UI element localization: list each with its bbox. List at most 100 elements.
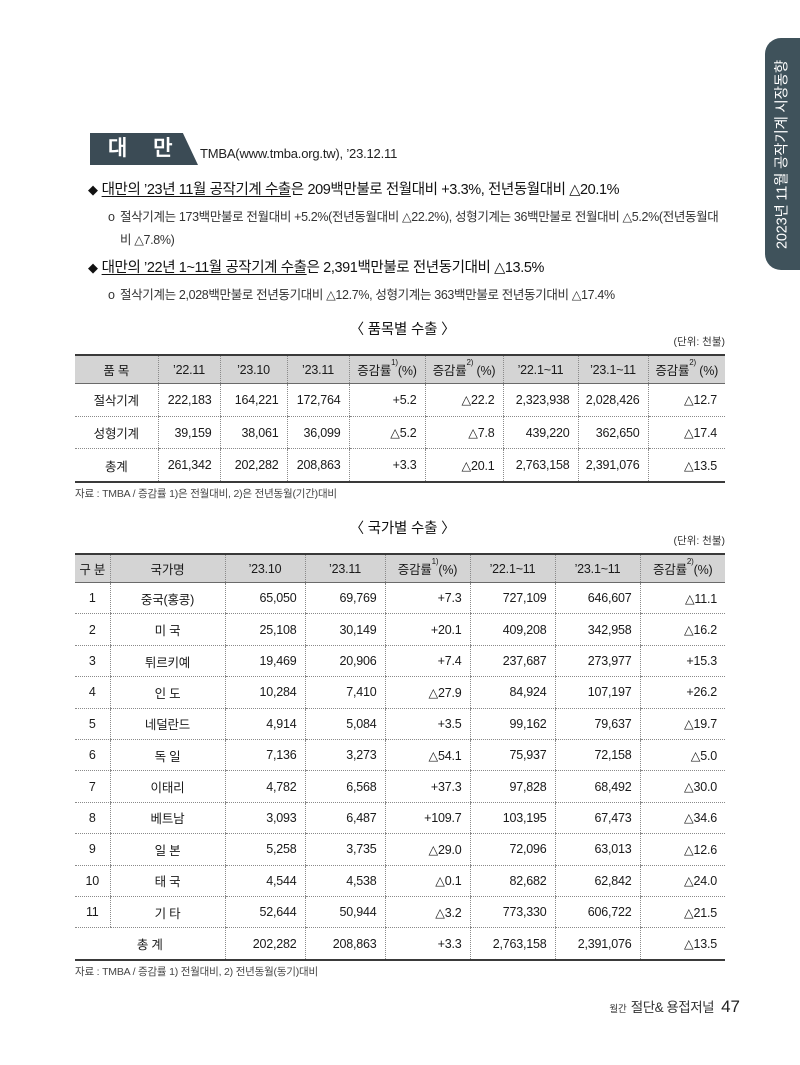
row-number: 3: [75, 645, 110, 678]
value-2022-ytd: 727,109: [469, 582, 555, 615]
value-2023-11: 7,410: [304, 676, 385, 709]
table-row: 11 기 타 52,644 50,944 △3.2 773,330 606,722 △21.5: [75, 896, 725, 929]
product-export-table: 품 목 ’22.11’23.10’23.11 증감률1)(%) 증감률2) (%) ’2…: [75, 354, 725, 484]
table-row: 총계 261,342 202,282 208,863 +3.3 △20.1 2,763,15…: [75, 448, 725, 483]
value-2022-ytd: 409,208: [469, 613, 555, 646]
footnote-marker: 2): [466, 358, 474, 367]
summary-bullet-text: 은 2,391백만불로 전년동기대비 △13.5%: [306, 260, 545, 276]
column-header-unit: (%): [438, 563, 458, 578]
value-2022-ytd: 2,323,938: [502, 383, 578, 417]
footnote-marker: 2): [686, 557, 694, 567]
value-2022-ytd: 773,330: [469, 896, 555, 929]
value-2022-ytd: 439,220: [502, 416, 578, 450]
column-header-unit: (%): [397, 364, 417, 378]
value-2022-ytd: 103,195: [469, 802, 555, 835]
column-header-unit: (%): [693, 563, 713, 578]
row-number: 9: [75, 833, 110, 866]
value-2023-10: 202,282: [224, 927, 305, 960]
value-2023-11: 6,487: [304, 802, 385, 835]
country-name: 이태리: [109, 770, 225, 803]
summary-bullet: ◆ 대만의 ’22년 1~11월 공작기계 수출은 2,391백만불로 전년동기대…: [75, 257, 730, 279]
column-header: ’23.1~11: [577, 355, 648, 384]
value-2023-11: 208,863: [304, 927, 385, 960]
value-2023-ytd: 606,722: [554, 896, 640, 929]
column-header-label: ’23.10: [248, 561, 282, 576]
summary-bullet-text: 은 209백만불로 전월대비 +3.3%, 전년동월대비 △20.1%: [290, 182, 620, 198]
yoy-change: △7.8: [424, 416, 503, 450]
value-2023-10: 4,544: [224, 865, 305, 897]
value-2022-11: 261,342: [157, 448, 220, 483]
column-header-label: 증감률: [653, 563, 687, 578]
mom-change: △5.2: [348, 416, 425, 450]
column-header-label: ’22.1~11: [489, 561, 536, 576]
detail-bullet-text: 절삭기계는 2,028백만불로 전년동기대비 △12.7%, 성형기계는 363…: [120, 288, 615, 302]
value-2023-10: 7,136: [224, 739, 305, 772]
column-header: ’23.10: [224, 554, 305, 584]
value-2022-ytd: 84,924: [469, 676, 555, 709]
detail-bullet-text: 절삭기계는 173백만불로 전월대비 +5.2%(전년동월대비 △22.2%),…: [120, 210, 719, 247]
country-name: 일 본: [109, 833, 225, 866]
value-2022-11: 222,183: [157, 383, 220, 417]
product-table-title: 〈 품목별 수출 〉: [349, 322, 456, 338]
table-row: 3 튀르키예 19,469 20,906 +7.4 237,687 273,977 +15.3: [75, 645, 725, 678]
mom-change: +5.2: [348, 383, 425, 417]
ytd-change: △17.4: [647, 416, 725, 450]
value-2023-10: 164,221: [219, 383, 287, 417]
value-2022-11: 39,159: [157, 416, 220, 450]
magazine-name: 절단& 용접저널: [630, 1000, 715, 1015]
value-2023-10: 25,108: [224, 613, 305, 646]
ytd-change: △16.2: [639, 613, 725, 646]
value-2023-11: 4,538: [304, 865, 385, 897]
header-row: 구 분 국가명 ’23.10’23.11 증감률1)(%) ’22.1~11’23.1~…: [75, 554, 725, 584]
ytd-change: +15.3: [639, 645, 725, 678]
table-row: 7 이태리 4,782 6,568 +37.3 97,828 68,492 △30.0: [75, 770, 725, 803]
value-2023-11: 50,944: [304, 896, 385, 929]
yoy-change: △22.2: [424, 383, 503, 417]
page-number: 47: [721, 997, 740, 1016]
value-2023-11: 3,273: [304, 739, 385, 772]
ytd-change: △34.6: [639, 802, 725, 835]
column-header: 증감률2)(%): [639, 554, 725, 584]
detail-bullet: o 절삭기계는 2,028백만불로 전년동기대비 △12.7%, 성형기계는 36…: [75, 284, 730, 307]
column-header-label: 구 분: [79, 563, 106, 578]
column-header-unit: (%): [696, 364, 719, 378]
detail-bullet: o 절삭기계는 173백만불로 전월대비 +5.2%(전년동월대비 △22.2%)…: [75, 206, 730, 252]
column-header: 품 목: [75, 355, 158, 384]
country-name: 튀르키예: [109, 645, 225, 678]
value-2022-ytd: 2,763,158: [502, 448, 578, 483]
page-content: 대 만 TMBA(www.tmba.org.tw), ’23.12.11 ◆ 대만…: [75, 0, 730, 979]
value-2023-11: 36,099: [286, 416, 349, 450]
column-header: ’22.1~11: [502, 355, 578, 384]
diamond-bullet-icon: ◆: [88, 182, 98, 197]
country-export-table: 구 분 국가명 ’23.10’23.11 증감률1)(%) ’22.1~11’23.1~…: [75, 553, 725, 961]
country-table-note: 자료 : TMBA / 증감률 1) 전월대비, 2) 전년동월(동기)대비: [75, 965, 318, 978]
column-header: 구 분: [75, 554, 110, 584]
column-header: ’22.11: [157, 355, 220, 384]
value-2022-ytd: 99,162: [469, 708, 555, 741]
item-name: 성형기계: [75, 416, 158, 450]
value-2023-10: 4,782: [224, 770, 305, 803]
mom-change: △3.2: [384, 896, 470, 929]
value-2023-ytd: 342,958: [554, 613, 640, 646]
value-2023-10: 52,644: [224, 896, 305, 929]
product-table-note: 자료 : TMBA / 증감률 1)은 전월대비, 2)은 전년동월(기간)대비: [75, 488, 337, 501]
column-header: ’23.10: [219, 355, 287, 384]
item-name: 총계: [104, 459, 128, 474]
column-header: 증감률1)(%): [348, 355, 425, 384]
row-number: 8: [75, 802, 110, 835]
mom-change: +37.3: [384, 770, 470, 803]
value-2023-ytd: 72,158: [554, 739, 640, 772]
total-label: 총 계: [136, 938, 163, 953]
value-2023-11: 6,568: [304, 770, 385, 803]
column-header: 국가명: [109, 554, 225, 584]
column-header: ’23.11: [304, 554, 385, 584]
header-row: 품 목 ’22.11’23.10’23.11 증감률1)(%) 증감률2) (%) ’2…: [75, 355, 725, 384]
country-table-title: 〈 국가별 수출 〉: [349, 521, 456, 538]
column-header-label: 증감률: [357, 364, 392, 378]
country-name: 독 일: [109, 739, 225, 772]
value-2023-ytd: 63,013: [554, 833, 640, 866]
